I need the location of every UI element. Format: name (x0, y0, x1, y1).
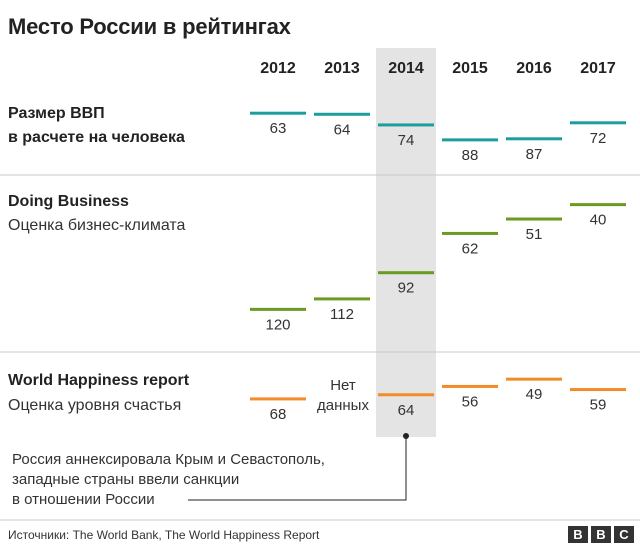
rank-marker (570, 388, 626, 392)
year-label-2016: 2016 (516, 60, 552, 77)
rank-marker (506, 217, 562, 221)
bbc-logo-letter: B (568, 526, 588, 543)
annotation-leader-line (188, 436, 407, 501)
rank-marker (506, 137, 562, 141)
annotation-line1: Россия аннексировала Крым и Севастополь, (12, 451, 325, 468)
annotation-line2: западные страны ввели санкции (12, 471, 240, 488)
bbc-logo-letter: C (614, 526, 634, 543)
year-label-2013: 2013 (324, 60, 360, 77)
rank-value-label: 51 (526, 226, 543, 243)
rank-value-label: 56 (462, 393, 479, 410)
rank-value-label: 72 (590, 130, 607, 147)
rank-marker (378, 123, 434, 127)
rank-marker (442, 138, 498, 142)
rank-value-label: 62 (462, 240, 479, 257)
rank-value-label: 64 (334, 121, 351, 138)
doing-business-section-subtitle: Оценка бизнес-климата (8, 217, 186, 234)
rank-marker (570, 121, 626, 125)
doing-business-section-title: Doing Business (8, 193, 129, 210)
rank-value-label: 49 (526, 386, 543, 403)
no-data-line2: данных (317, 397, 369, 414)
year-label-2012: 2012 (260, 60, 296, 77)
rank-value-label: 88 (462, 147, 479, 164)
annotation-line3: в отношении России (12, 491, 155, 508)
rank-value-label: 74 (398, 132, 415, 149)
rank-value-label: 40 (590, 212, 607, 229)
rank-marker (250, 111, 306, 115)
rank-value-label: 112 (330, 306, 354, 323)
annotation-text: Россия аннексировала Крым и Севастополь,… (12, 450, 325, 510)
rank-value-label: 92 (398, 280, 415, 297)
rank-marker (250, 397, 306, 401)
rank-value-label: 120 (265, 316, 290, 333)
happiness-section-subtitle: Оценка уровня счастья (8, 397, 182, 414)
rank-marker (314, 297, 370, 301)
source-text: Источники: The World Bank, The World Hap… (8, 528, 320, 542)
gdp-section-title-line1: Размер ВВП (8, 105, 105, 122)
year-label-2014: 2014 (388, 60, 424, 77)
chart-title: Место России в рейтингах (8, 14, 291, 39)
rank-marker (314, 112, 370, 116)
rank-marker (442, 384, 498, 388)
year-label-2015: 2015 (452, 60, 488, 77)
happiness-section-title: World Happiness report (8, 372, 190, 389)
rank-value-label: 59 (590, 397, 607, 414)
no-data-line1: Нет (330, 377, 356, 394)
rank-value-label: 64 (398, 402, 415, 419)
year-label-2017: 2017 (580, 60, 616, 77)
rank-value-label: 87 (526, 146, 543, 163)
rank-value-label: 68 (270, 406, 287, 423)
bbc-logo-letter: B (591, 526, 611, 543)
rank-marker (570, 203, 626, 207)
rank-marker (250, 307, 306, 311)
rank-marker (378, 271, 434, 275)
highlight-band-2014 (376, 48, 436, 437)
rank-marker (442, 231, 498, 235)
chart-marks: 63 64 74 88 87 72 120 112 92 62 51 40 68 64 56 49 59 (250, 111, 626, 423)
rank-value-label: 63 (270, 120, 287, 137)
bbc-logo: B B C (568, 526, 634, 543)
no-data-label: Нет данных (313, 376, 373, 416)
rank-marker (378, 393, 434, 397)
rank-marker (506, 377, 562, 381)
gdp-section-title-line2: в расчете на человека (8, 129, 185, 146)
